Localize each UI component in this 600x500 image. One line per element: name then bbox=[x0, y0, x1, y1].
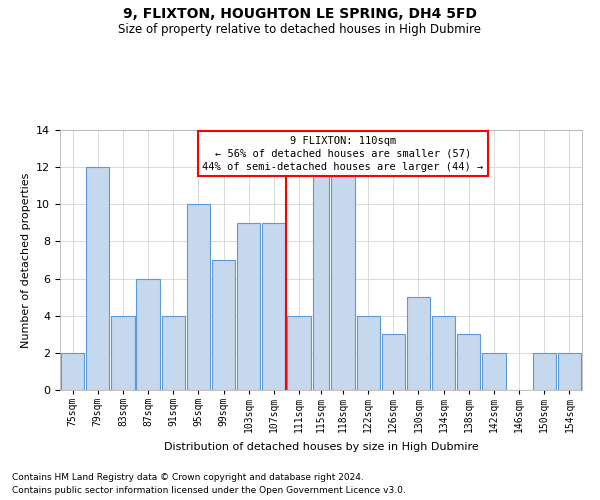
Bar bbox=[356, 316, 380, 390]
Text: Contains HM Land Registry data © Crown copyright and database right 2024.: Contains HM Land Registry data © Crown c… bbox=[12, 474, 364, 482]
Bar bbox=[432, 316, 455, 390]
Text: 9 FLIXTON: 110sqm
← 56% of detached houses are smaller (57)
44% of semi-detached: 9 FLIXTON: 110sqm ← 56% of detached hous… bbox=[202, 136, 484, 172]
Bar bbox=[331, 167, 355, 390]
Bar bbox=[533, 353, 556, 390]
Bar bbox=[212, 260, 235, 390]
Text: Contains public sector information licensed under the Open Government Licence v3: Contains public sector information licen… bbox=[12, 486, 406, 495]
Bar bbox=[86, 167, 109, 390]
Bar bbox=[136, 278, 160, 390]
Bar bbox=[457, 334, 481, 390]
Bar bbox=[382, 334, 405, 390]
Bar bbox=[161, 316, 185, 390]
Y-axis label: Number of detached properties: Number of detached properties bbox=[20, 172, 31, 348]
Bar bbox=[61, 353, 84, 390]
Bar bbox=[482, 353, 506, 390]
Bar bbox=[262, 223, 286, 390]
Bar bbox=[407, 297, 430, 390]
Bar bbox=[237, 223, 260, 390]
Bar bbox=[187, 204, 210, 390]
Text: Size of property relative to detached houses in High Dubmire: Size of property relative to detached ho… bbox=[119, 22, 482, 36]
Bar bbox=[558, 353, 581, 390]
Text: 9, FLIXTON, HOUGHTON LE SPRING, DH4 5FD: 9, FLIXTON, HOUGHTON LE SPRING, DH4 5FD bbox=[123, 8, 477, 22]
Text: Distribution of detached houses by size in High Dubmire: Distribution of detached houses by size … bbox=[164, 442, 478, 452]
Bar bbox=[287, 316, 311, 390]
Bar bbox=[111, 316, 134, 390]
Bar bbox=[313, 167, 329, 390]
